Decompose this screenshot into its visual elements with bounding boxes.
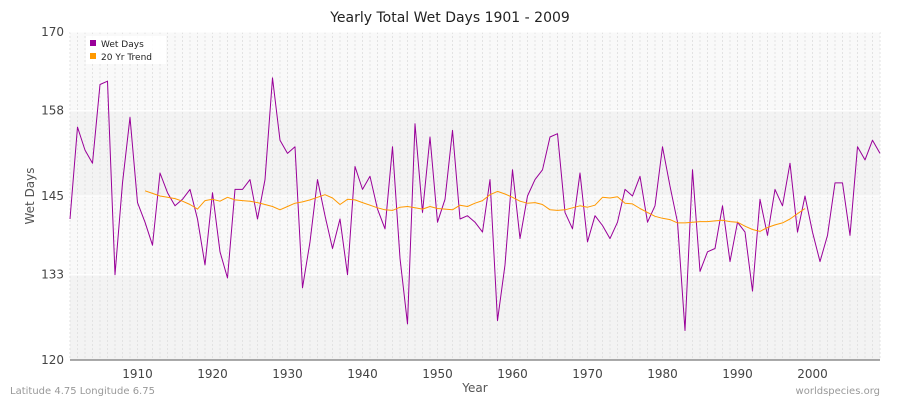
legend-swatch-wet-days [90,40,96,46]
y-tick-label: 120 [41,353,64,367]
x-tick-label: 2000 [797,367,828,381]
x-axis-ticks: 1910 1920 1930 1940 1950 1960 1970 1980 1990 2000 [122,367,828,381]
legend-label-wet-days: Wet Days [101,40,144,50]
series-layer [69,77,881,331]
legend-swatch-trend [90,53,96,59]
grid [69,31,881,361]
plot-band [70,32,880,111]
x-tick-label: 1950 [422,367,453,381]
x-tick-label: 1980 [647,367,678,381]
legend-box [86,36,166,64]
y-tick-label: 145 [41,189,64,203]
y-axis-label: Wet Days [23,167,37,224]
legend-label-trend: 20 Yr Trend [101,53,152,63]
x-tick-label: 1910 [122,367,153,381]
chart-title: Yearly Total Wet Days 1901 - 2009 [329,10,570,26]
x-tick-label: 1940 [347,367,378,381]
x-tick-label: 1970 [572,367,603,381]
x-tick-label: 1930 [272,367,303,381]
x-tick-label: 1920 [197,367,228,381]
y-axis-ticks: 120 133 145 158 170 [41,25,64,367]
y-tick-label: 158 [41,104,64,118]
series-20yr-trend [144,190,806,232]
y-tick-label: 170 [41,25,64,39]
plot-band [70,196,880,275]
x-axis-label: Year [461,381,487,395]
x-tick-label: 1960 [497,367,528,381]
y-tick-label: 133 [41,268,64,282]
footer-source: worldspecies.org [796,386,880,397]
legend: Wet Days 20 Yr Trend [86,36,166,64]
x-tick-label: 1990 [722,367,753,381]
series-wet-days [69,77,881,331]
footer-location: Latitude 4.75 Longitude 6.75 [10,386,155,397]
